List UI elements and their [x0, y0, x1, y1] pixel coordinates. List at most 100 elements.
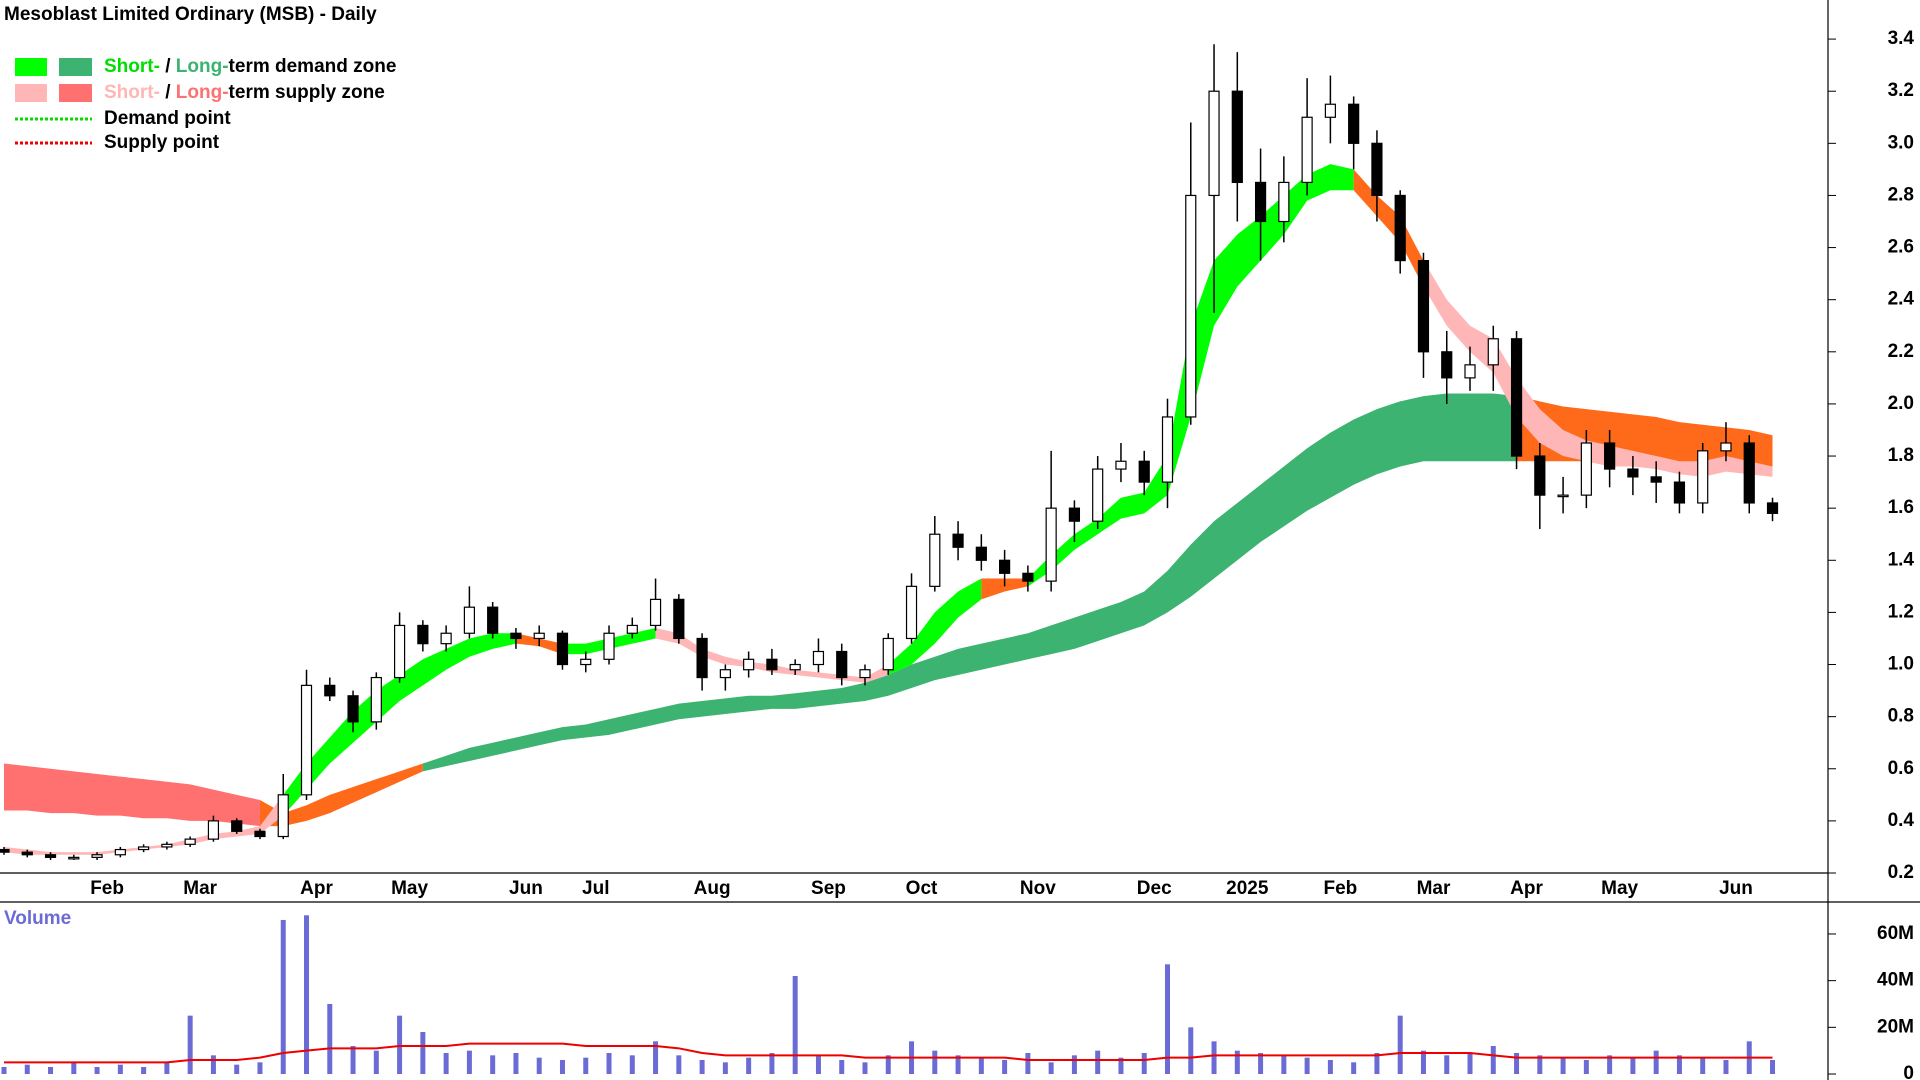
volume-bar — [792, 975, 798, 1074]
volume-bar — [71, 1062, 77, 1074]
x-tick-label: Mar — [183, 878, 217, 899]
x-tick-label: May — [1601, 878, 1638, 899]
volume-bar — [1025, 1052, 1031, 1074]
volume-bar — [280, 919, 286, 1074]
candle-body — [580, 658, 592, 666]
y-tick-label: 0.8 — [1888, 706, 1914, 727]
legend-swatch — [15, 84, 47, 102]
zones — [4, 164, 1773, 855]
volume-bar — [1095, 1050, 1101, 1074]
volume-bar — [653, 1041, 659, 1074]
y-tick-label: 2.2 — [1888, 341, 1914, 362]
candle-body — [1371, 142, 1383, 197]
volume-bar — [1653, 1050, 1659, 1074]
volume-bar — [1141, 1052, 1147, 1074]
candle-body — [44, 854, 57, 858]
x-tick-label: Jul — [582, 878, 609, 899]
volume-panel — [1, 915, 1776, 1074]
short-zone — [888, 578, 982, 675]
candle-body — [626, 624, 638, 634]
candle-body — [393, 624, 406, 679]
volume-bar — [769, 1052, 775, 1074]
volume-bar — [1490, 1045, 1496, 1074]
volume-tick-label: 40M — [1877, 970, 1914, 991]
candle-body — [999, 559, 1011, 574]
x-tick-label: Aug — [694, 878, 731, 899]
volume-bar — [839, 1059, 845, 1074]
legend-text: term supply zone — [229, 82, 385, 103]
candle-body — [1441, 351, 1453, 379]
legend-label: Short- / Long-term demand zone — [104, 56, 396, 77]
volume-bar — [1397, 1015, 1403, 1074]
volume-bar — [1281, 1055, 1287, 1074]
candle-body — [277, 794, 289, 838]
volume-bar — [1630, 1057, 1636, 1074]
candle-body — [1580, 442, 1592, 496]
volume-bar — [420, 1031, 426, 1074]
candle-body — [673, 598, 685, 640]
volume-bar — [1048, 1062, 1054, 1074]
labels: 0.2 0.4 0.6 0.8 1.0 1.2 1.4 1.6 1.8 2.0 2.2 2.4 2.6 2… — [90, 28, 1914, 1080]
legend-text: / — [160, 82, 176, 103]
volume-bar — [210, 1055, 216, 1074]
legend-swatch — [15, 58, 47, 76]
volume-bar — [1118, 1057, 1124, 1074]
volume-tick-label: 0 — [1903, 1063, 1914, 1080]
y-tick-label: 1.4 — [1888, 549, 1915, 570]
legend-text: Long- — [176, 82, 229, 103]
candle-body — [1510, 338, 1523, 457]
legend-label: Short- / Long-term supply zone — [104, 82, 385, 103]
legend-label: Demand point — [104, 108, 231, 129]
y-tick-label: 1.6 — [1888, 497, 1914, 518]
candles — [0, 44, 1779, 860]
candle-body — [1092, 468, 1104, 522]
y-tick-label: 2.0 — [1888, 393, 1914, 414]
x-tick-label: May — [391, 878, 428, 899]
legend-text: term demand zone — [229, 56, 397, 77]
volume-bar — [490, 1055, 496, 1074]
candle-body — [1301, 116, 1313, 184]
x-tick-label: Mar — [1417, 878, 1451, 899]
volume-bar — [373, 1050, 379, 1074]
volume-bar — [955, 1055, 961, 1074]
volume-bar — [1607, 1055, 1613, 1074]
volume-bar — [1351, 1062, 1357, 1074]
candle-body — [91, 854, 103, 858]
chart-title: Mesoblast Limited Ordinary (MSB) - Daily — [4, 4, 377, 25]
legend-text: Long- — [176, 56, 229, 77]
volume-bar — [932, 1050, 938, 1074]
y-tick-label: 2.6 — [1888, 237, 1914, 258]
legend: Short- / Long-term demand zone Short- / L… — [15, 56, 396, 153]
volume-bar — [606, 1052, 612, 1074]
volume-bar — [1071, 1055, 1077, 1074]
volume-bar — [559, 1059, 565, 1074]
candle-body — [1534, 455, 1546, 496]
candle-body — [440, 632, 452, 645]
volume-bar — [1537, 1055, 1543, 1074]
volume-bar — [397, 1015, 403, 1074]
volume-average — [4, 1042, 1773, 1064]
candle-body — [254, 830, 266, 838]
y-tick-label: 3.2 — [1888, 80, 1914, 101]
volume-bar — [1304, 1057, 1310, 1074]
x-tick-label: 2025 — [1226, 878, 1269, 899]
y-tick-label: 3.0 — [1888, 132, 1914, 153]
candle-body — [184, 838, 196, 845]
volume-bar — [862, 1062, 868, 1074]
candle-body — [68, 856, 80, 860]
candle-body — [1068, 507, 1081, 522]
x-tick-label: Nov — [1020, 878, 1056, 899]
volume-bar — [1560, 1057, 1566, 1074]
candle-body — [1557, 494, 1569, 498]
volume-bar — [536, 1057, 542, 1074]
candle-body — [882, 637, 894, 671]
volume-bar — [699, 1059, 705, 1074]
volume-bar — [1211, 1041, 1217, 1074]
volume-bar — [24, 1064, 30, 1074]
candle-body — [1138, 460, 1150, 483]
candle-body — [114, 848, 126, 856]
volume-bar — [1700, 1057, 1706, 1074]
candle-body — [1487, 338, 1499, 366]
long-zone — [4, 763, 260, 827]
candle-body — [766, 658, 778, 671]
